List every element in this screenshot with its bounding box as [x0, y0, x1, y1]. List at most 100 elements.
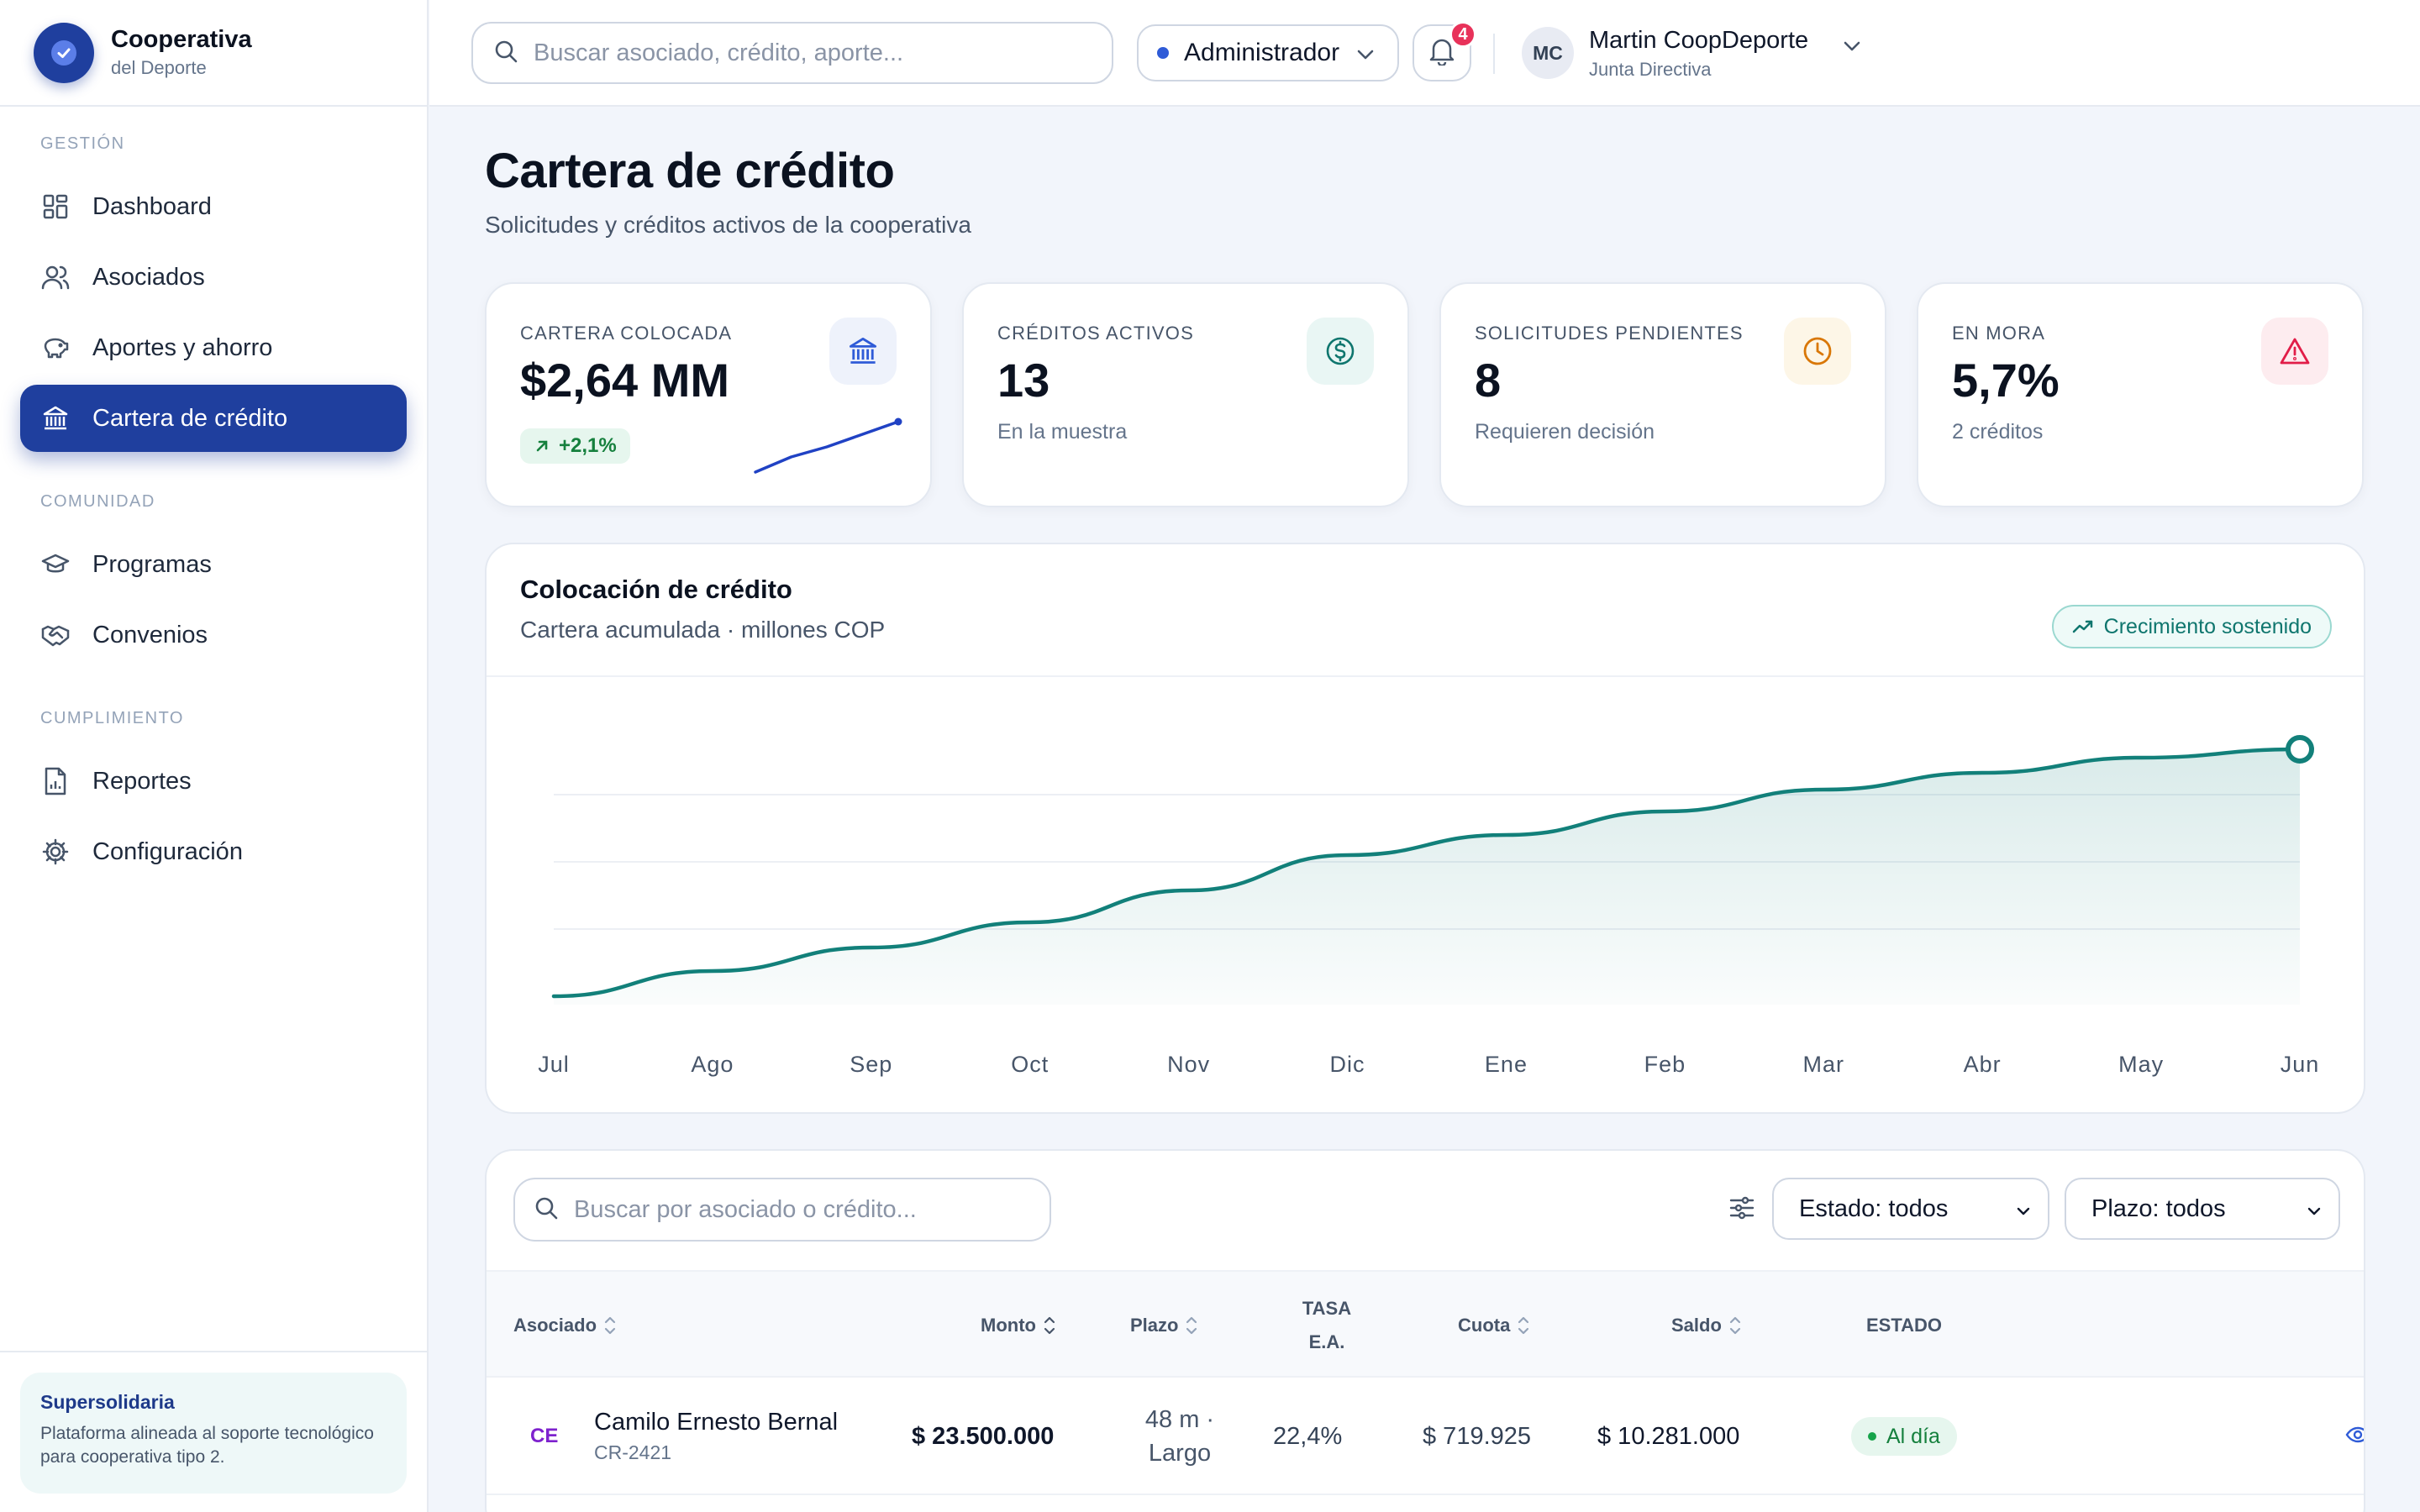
page-title: Cartera de crédito [485, 144, 895, 198]
check-icon [51, 39, 76, 66]
kpi-card-cartera: CARTERA COLOCADA $2,64 MM +2,1% [485, 282, 932, 507]
sidebar-item-reportes[interactable]: Reportes [20, 748, 407, 815]
piggy-bank-icon [40, 333, 71, 363]
notification-count-badge: 4 [1449, 21, 1476, 48]
column-label: Asociado [513, 1315, 597, 1336]
nav-heading-gestion: GESTIÓN [40, 134, 125, 153]
column-label: TASA E.A. [1302, 1298, 1352, 1352]
sidebar-item-label: Programas [92, 550, 212, 578]
view-button[interactable] [2345, 1378, 2364, 1495]
gear-icon [40, 837, 71, 867]
x-tick-label: Sep [850, 1052, 892, 1077]
chart-card: Colocación de crédito Cartera acumulada … [485, 543, 2365, 1114]
column-label: Saldo [1671, 1315, 1722, 1336]
sidebar-item-configuracion[interactable]: Configuración [20, 818, 407, 885]
row-initials: CE [530, 1378, 558, 1495]
brand[interactable]: Cooperativa del Deporte [0, 0, 427, 107]
associate-name: Camilo Ernesto Bernal [594, 1409, 839, 1436]
column-label: ESTADO [1866, 1315, 1943, 1336]
avatar[interactable]: MC [1522, 27, 1574, 79]
page-subtitle: Solicitudes y créditos activos de la coo… [485, 212, 971, 238]
associate-cell: Camilo Ernesto Bernal CR-2421 [594, 1378, 838, 1495]
column-header-monto[interactable]: Monto [981, 1272, 1056, 1379]
x-tick-label: Jun [2281, 1052, 2320, 1077]
brand-logo [34, 22, 94, 83]
kpi-value: $2,64 MM [520, 354, 729, 407]
x-tick-label: Ene [1485, 1052, 1528, 1077]
chart-divider [487, 675, 2364, 677]
global-search-input[interactable] [534, 39, 1038, 67]
table-search[interactable] [513, 1178, 1051, 1242]
x-tick-label: Dic [1330, 1052, 1365, 1077]
column-header-saldo[interactable]: Saldo [1671, 1272, 1742, 1379]
grid-icon [40, 192, 71, 222]
sidebar-item-aportes[interactable]: Aportes y ahorro [20, 314, 407, 381]
bank-icon [40, 403, 71, 433]
clock-icon [1784, 318, 1851, 385]
bank-icon [829, 318, 897, 385]
sort-icon [604, 1316, 616, 1335]
users-icon [40, 262, 71, 292]
sort-icon [1044, 1316, 1055, 1335]
sort-icon [1518, 1316, 1529, 1335]
user-menu-chevron-icon[interactable] [1843, 40, 1861, 56]
supersolidaria-card: Supersolidaria Plataforma alineada al so… [20, 1373, 407, 1494]
sidebar-item-label: Reportes [92, 767, 192, 795]
table-row[interactable]: CE Camilo Ernesto Bernal CR-2421 $ 23.50… [487, 1378, 2364, 1495]
sidebar-item-dashboard[interactable]: Dashboard [20, 173, 407, 240]
sort-icon [1186, 1316, 1197, 1335]
handshake-icon [40, 620, 71, 650]
footer-title: Supersolidaria [40, 1391, 175, 1413]
chevron-down-icon [2305, 1200, 2323, 1227]
x-tick-label: Jul [538, 1052, 570, 1077]
topbar: Administrador 4 MC Martin CoopDeporte Ju… [429, 0, 2420, 107]
area-fill [554, 749, 2300, 1005]
column-header-tasa[interactable]: TASA E.A. [1293, 1272, 1360, 1379]
sidebar-item-label: Configuración [92, 837, 243, 865]
data-point-last [2286, 735, 2314, 764]
notifications-button[interactable]: 4 [1413, 21, 1476, 81]
column-header-asociado[interactable]: Asociado [513, 1272, 617, 1379]
kpi-card-solicitudes: SOLICITUDES PENDIENTES 8 Requieren decis… [1439, 282, 1886, 507]
term-filter-select[interactable]: Plazo: todos [2065, 1178, 2340, 1240]
sidebar-item-programas[interactable]: Programas [20, 531, 407, 598]
role-selector[interactable]: Administrador [1137, 24, 1399, 81]
x-tick-label: Abr [1964, 1052, 2002, 1077]
kpi-value: 5,7% [1952, 354, 2060, 407]
sparkline-end-point [894, 417, 902, 426]
kpi-value: 13 [997, 354, 1050, 407]
sidebar-item-label: Aportes y ahorro [92, 333, 273, 361]
kpi-label: CARTERA COLOCADA [520, 323, 733, 344]
column-header-plazo[interactable]: Plazo [1130, 1272, 1198, 1379]
trend-value: +2,1% [559, 434, 617, 457]
sidebar-item-label: Dashboard [92, 192, 212, 220]
kpi-note: En la muestra [997, 420, 1128, 444]
status-filter-select[interactable]: Estado: todos [1772, 1178, 2049, 1240]
trend-badge: +2,1% [520, 428, 630, 464]
sidebar-item-convenios[interactable]: Convenios [20, 601, 407, 669]
user-name[interactable]: Martin CoopDeporte [1589, 27, 1809, 54]
bell-icon [1428, 37, 1455, 70]
column-header-estado: ESTADO [1866, 1272, 1942, 1379]
sort-icon [1729, 1316, 1741, 1335]
table-header: Asociado Monto Plazo TASA E.A. Cuota Sal… [487, 1270, 2364, 1378]
term-cell: 48 m · Largo [1144, 1406, 1215, 1467]
filter-sliders-icon[interactable] [1728, 1194, 1755, 1226]
credits-table-card: Estado: todos Plazo: todos Asociado Mont… [485, 1149, 2365, 1512]
kpi-note: 2 créditos [1952, 420, 2044, 444]
kpi-label: CRÉDITOS ACTIVOS [997, 323, 1194, 344]
brand-title: Cooperativa [111, 26, 252, 53]
x-tick-label: Oct [1011, 1052, 1049, 1077]
status-filter-value: Estado: todos [1799, 1194, 1949, 1222]
x-tick-label: Ago [691, 1052, 734, 1077]
term-filter-value: Plazo: todos [2091, 1194, 2226, 1222]
column-header-cuota[interactable]: Cuota [1458, 1272, 1530, 1379]
sidebar-item-cartera[interactable]: Cartera de crédito [20, 385, 407, 452]
x-tick-label: May [2118, 1052, 2164, 1077]
rate-cell: 22,4% [1273, 1422, 1343, 1450]
installment-cell: $ 719.925 [1423, 1422, 1532, 1450]
initials: CE [530, 1425, 559, 1447]
table-search-input[interactable] [574, 1195, 1028, 1224]
sidebar-item-asociados[interactable]: Asociados [20, 244, 407, 311]
global-search[interactable] [471, 22, 1113, 84]
